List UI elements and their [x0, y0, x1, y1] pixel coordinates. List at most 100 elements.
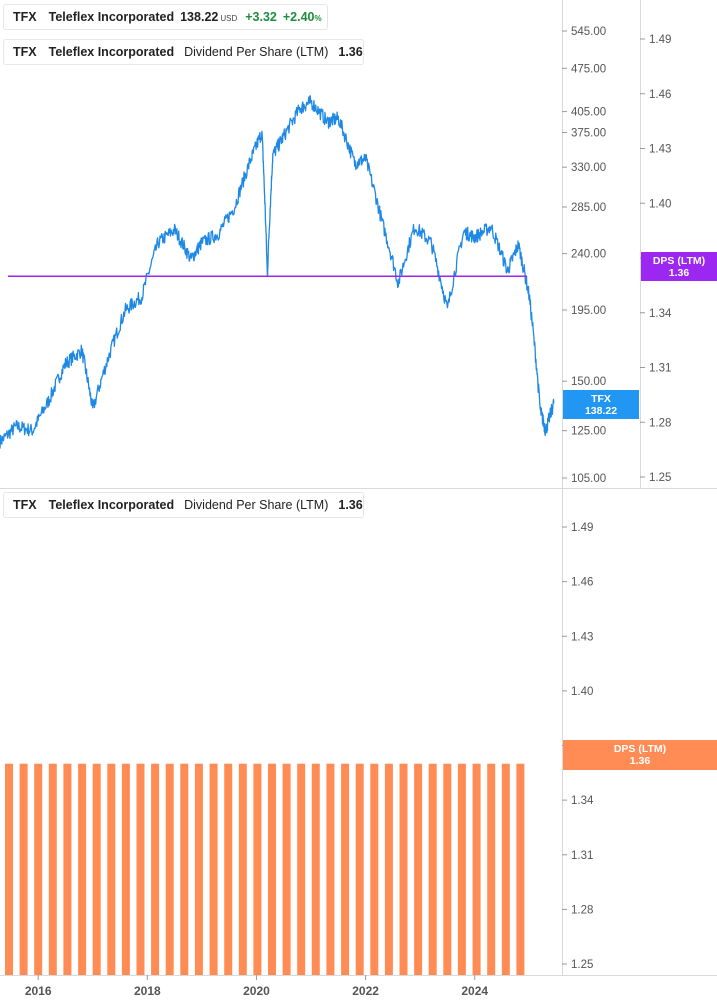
dps-tag-value: 1.36	[668, 266, 690, 279]
dps-bar	[311, 763, 320, 975]
legend-change: +3.32	[245, 10, 277, 24]
date-tick-label: 2016	[25, 984, 52, 998]
price-tick-label: 240.00	[571, 249, 606, 261]
date-tick-label: 2022	[352, 984, 379, 998]
dps-bar	[34, 763, 43, 975]
dps-tick-label: 1.43	[649, 144, 671, 156]
dps-tick-label: 1.46	[649, 89, 671, 101]
dps-bar	[341, 763, 350, 975]
legend-company: Teleflex Incorporated	[48, 498, 175, 512]
price-tick-label: 475.00	[571, 63, 606, 75]
dps-tag-value: 1.36	[629, 755, 651, 767]
legend-metric: Dividend Per Share (LTM)	[184, 45, 329, 59]
dps-tick-label: 1.31	[571, 850, 593, 862]
legend-metric: Dividend Per Share (LTM)	[184, 498, 329, 512]
price-lines	[0, 95, 555, 449]
dps-bar	[107, 763, 116, 975]
legend-symbol: TFX	[13, 10, 37, 24]
price-tick-label: 545.00	[571, 26, 606, 38]
dps-bar	[282, 763, 291, 975]
price-axis: 105.00 125.00 150.00 195.00 240.00 285.00 330.…	[562, 26, 606, 485]
dps-bar	[136, 763, 145, 975]
dps-tick-label: 1.40	[571, 686, 593, 698]
dps-bar	[19, 763, 28, 975]
dps-bar	[428, 763, 437, 975]
legend-currency: USD	[220, 14, 238, 23]
dps-bar	[472, 763, 481, 975]
legend-company: Teleflex Incorporated	[48, 10, 175, 24]
dps-bar	[326, 763, 335, 975]
dps-bar	[253, 763, 262, 975]
dps-tick-label: 1.40	[649, 198, 671, 210]
dps-tag-top: DPS (LTM) 1.36	[641, 252, 717, 281]
price-legend[interactable]: TFX Teleflex Incorporated 138.22 USD +3.…	[3, 4, 328, 30]
price-tick-label: 285.00	[571, 202, 606, 214]
dps-tick-label: 1.25	[571, 959, 593, 971]
dps-bar	[209, 763, 218, 975]
price-tick-label: 405.00	[571, 107, 606, 119]
legend-dps-value: 1.36	[338, 498, 363, 512]
dps-bar	[501, 763, 510, 975]
date-tick-label: 2020	[243, 984, 270, 998]
dps-bar	[268, 763, 276, 975]
date-tick-label: 2018	[134, 984, 161, 998]
price-tag-label: TFX	[591, 392, 611, 405]
dps-tag-label: DPS (LTM)	[652, 254, 706, 267]
dps-legend-bottom[interactable]: TFX Teleflex Incorporated Dividend Per S…	[3, 492, 364, 518]
dps-bar	[487, 763, 496, 975]
dps-tick-label: 1.28	[571, 904, 593, 916]
dps-bar	[5, 763, 13, 975]
dps-bar	[297, 763, 306, 975]
chart-frame	[0, 0, 717, 976]
dps-tick-label: 1.28	[649, 417, 671, 429]
dps-tick-label: 1.34	[649, 308, 672, 320]
dps-tick-label: 1.31	[649, 363, 671, 375]
dps-tag-bottom: DPS (LTM) 1.36	[563, 740, 717, 770]
dps-bar	[399, 763, 408, 975]
legend-company: Teleflex Incorporated	[48, 45, 175, 59]
dps-tick-label: 1.49	[649, 34, 671, 46]
legend-dps-value: 1.36	[338, 45, 363, 59]
dps-bar	[384, 763, 393, 975]
dps-bar	[78, 763, 87, 975]
dps-bar	[238, 763, 247, 975]
dps-bar	[165, 763, 174, 975]
dps-legend-top[interactable]: TFX Teleflex Incorporated Dividend Per S…	[3, 39, 364, 65]
dps-bar	[355, 763, 364, 975]
dps-bar	[194, 763, 203, 975]
dps-tick-label: 1.34	[571, 795, 594, 807]
dps-bar	[151, 763, 160, 975]
dps-bar	[370, 763, 379, 975]
dps-bar	[48, 763, 57, 975]
date-tick-label: 2024	[461, 984, 488, 998]
dps-tick-label: 1.46	[571, 577, 593, 589]
price-series-line	[0, 95, 555, 449]
dps-bar	[443, 763, 452, 975]
price-tick-label: 375.00	[571, 127, 606, 139]
legend-price: 138.22	[180, 10, 219, 24]
legend-change-pct: +2.40%	[282, 10, 322, 24]
price-tick-label: 105.00	[571, 473, 606, 485]
dps-bar	[180, 763, 189, 975]
price-tick-label: 125.00	[571, 426, 606, 438]
price-tag: TFX 138.22	[563, 390, 639, 419]
dps-bar	[92, 763, 101, 975]
legend-symbol: TFX	[13, 45, 37, 59]
dps-tick-label: 1.49	[571, 522, 593, 534]
price-tag-value: 138.22	[584, 404, 618, 417]
dps-bars	[5, 763, 525, 975]
price-tick-label: 195.00	[571, 305, 606, 317]
dps-tag-label: DPS (LTM)	[613, 743, 667, 755]
dps-bar	[516, 763, 525, 975]
dps-bar	[121, 763, 130, 975]
dps-tick-label: 1.25	[649, 472, 671, 484]
dps-bar	[457, 763, 466, 975]
legend-symbol: TFX	[13, 498, 37, 512]
dps-bar	[414, 763, 423, 975]
date-axis: 2016 2018 2020 2022 2024	[25, 975, 488, 998]
dps-bar	[224, 763, 233, 975]
dps-tick-label: 1.43	[571, 631, 593, 643]
dps-bar	[63, 763, 72, 975]
price-tick-label: 330.00	[571, 162, 606, 174]
